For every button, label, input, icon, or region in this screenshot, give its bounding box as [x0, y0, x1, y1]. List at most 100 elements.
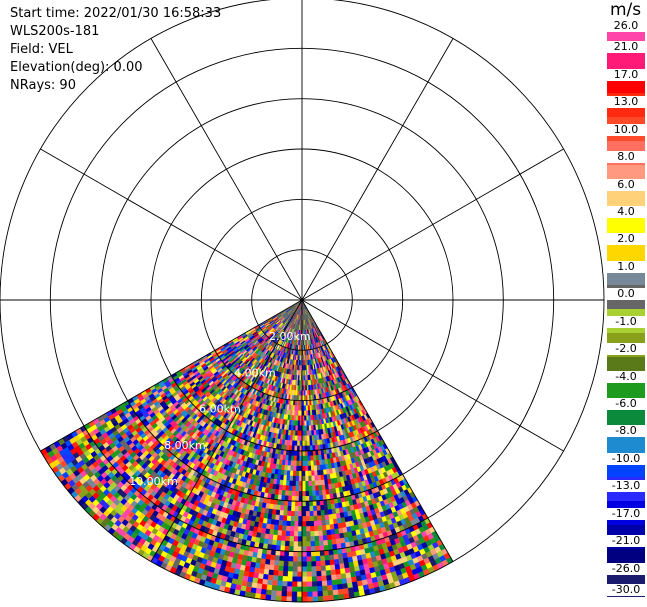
velocity-gate	[266, 579, 273, 586]
velocity-gate	[307, 455, 311, 462]
velocity-gate	[283, 555, 289, 562]
velocity-gate	[311, 591, 318, 598]
velocity-gate	[309, 530, 315, 537]
velocity-gate	[301, 490, 306, 497]
velocity-gate	[314, 550, 321, 557]
velocity-gate	[308, 500, 314, 507]
velocity-gate	[286, 586, 293, 593]
velocity-sector	[40, 299, 454, 603]
velocity-gate	[301, 475, 306, 482]
velocity-gate	[306, 430, 310, 437]
velocity-gate	[275, 590, 282, 597]
velocity-gate	[309, 520, 315, 527]
velocity-gate	[307, 460, 311, 467]
velocity-gate	[315, 495, 320, 502]
velocity-gate	[305, 511, 310, 517]
velocity-gate	[272, 534, 278, 541]
velocity-gate	[296, 435, 300, 442]
velocity-gate	[296, 581, 303, 588]
velocity-gate	[283, 505, 288, 512]
velocity-gate	[294, 440, 298, 447]
velocity-gate	[306, 551, 312, 557]
velocity-gate	[306, 566, 312, 573]
velocity-gate	[275, 540, 282, 546]
velocity-gate	[282, 565, 289, 572]
velocity-gate	[301, 465, 306, 472]
velocity-gate	[301, 481, 306, 487]
velocity-gate	[316, 505, 321, 512]
velocity-gate	[297, 410, 301, 416]
velocity-gate	[308, 480, 312, 487]
velocity-gate	[288, 556, 294, 562]
velocity-gate	[292, 551, 298, 557]
velocity-gate	[305, 495, 310, 502]
velocity-gate	[268, 564, 275, 571]
velocity-gate	[304, 450, 308, 457]
velocity-gate	[281, 590, 287, 597]
velocity-gate	[335, 573, 342, 581]
velocity-gate	[320, 565, 326, 572]
velocity-gate	[296, 596, 303, 603]
velocity-gate	[285, 596, 292, 603]
velocity-gate	[304, 475, 309, 482]
velocity-gate	[296, 586, 303, 593]
velocity-gate	[316, 515, 322, 522]
velocity-gate	[340, 578, 348, 585]
velocity-gate	[285, 530, 291, 537]
velocity-gate	[310, 470, 315, 477]
velocity-gate	[298, 490, 303, 497]
velocity-gate	[284, 490, 289, 497]
velocity-gate	[305, 410, 309, 416]
velocity-gate	[283, 550, 290, 557]
velocity-gate	[305, 536, 311, 542]
velocity-gate	[267, 574, 274, 581]
velocity-gate	[282, 575, 288, 582]
velocity-gate	[305, 541, 311, 547]
velocity-gate	[312, 596, 319, 603]
velocity-gate	[306, 445, 311, 452]
velocity-gate	[266, 584, 273, 591]
velocity-gate	[306, 581, 313, 588]
velocity-gate	[315, 500, 321, 507]
velocity-gate	[296, 450, 300, 457]
velocity-gate	[295, 460, 300, 467]
velocity-gate	[312, 510, 318, 517]
velocity-gate	[317, 595, 324, 602]
velocity-gate	[346, 582, 353, 589]
velocity-gate	[281, 585, 288, 592]
velocity-gate	[301, 586, 308, 593]
velocity-gate	[312, 495, 317, 502]
velocity-gate	[319, 555, 326, 562]
velocity-gate	[318, 535, 324, 542]
velocity-gate	[278, 514, 284, 521]
velocity-gate	[301, 591, 308, 598]
velocity-gate	[290, 510, 295, 517]
velocity-gate	[291, 586, 298, 593]
velocity-gate	[291, 576, 298, 583]
velocity-gate	[280, 540, 286, 547]
velocity-gate	[296, 571, 303, 577]
velocity-gate	[287, 566, 293, 572]
velocity-gate	[293, 541, 299, 547]
velocity-gate	[322, 590, 329, 597]
velocity-gate	[321, 520, 326, 526]
velocity-gate	[312, 455, 317, 461]
velocity-gate	[294, 516, 299, 522]
velocity-gate	[329, 559, 335, 566]
velocity-gate	[301, 576, 308, 583]
velocity-gate	[272, 575, 279, 582]
velocity-gate	[323, 504, 329, 511]
velocity-gate	[291, 581, 298, 588]
velocity-gate	[312, 505, 317, 512]
velocity-gate	[317, 525, 323, 532]
velocity-gate	[301, 556, 307, 562]
velocity-gate	[292, 566, 298, 573]
velocity-gate	[278, 555, 285, 562]
velocity-gate	[280, 595, 287, 602]
velocity-gate	[297, 546, 303, 552]
velocity-gate	[319, 504, 325, 511]
velocity-gate	[284, 495, 289, 502]
velocity-gate	[263, 563, 270, 571]
velocity-gate	[333, 553, 339, 561]
velocity-gate	[322, 540, 329, 546]
